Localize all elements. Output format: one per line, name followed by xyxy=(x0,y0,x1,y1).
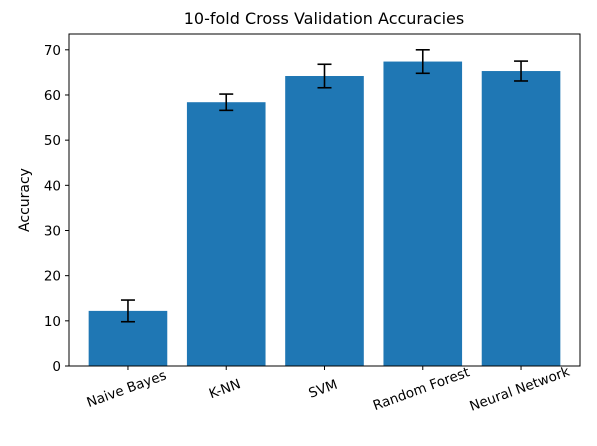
y-tick-label: 60 xyxy=(44,88,61,104)
error-bar xyxy=(120,299,135,323)
bar-random-forest xyxy=(383,61,463,366)
y-tick-label: 50 xyxy=(44,133,61,149)
error-bar xyxy=(514,60,529,82)
y-tick-label: 10 xyxy=(44,314,61,330)
y-axis-label: Accuracy xyxy=(17,168,33,232)
bar-neural-network xyxy=(481,71,561,366)
y-tick-label: 0 xyxy=(52,359,61,375)
error-bar xyxy=(219,93,234,112)
x-tick-label: Neural Network xyxy=(468,364,572,415)
x-tick-label: Random Forest xyxy=(371,364,472,414)
error-bar xyxy=(317,63,332,89)
chart-title: 10-fold Cross Validation Accuracies xyxy=(184,9,464,28)
error-bar xyxy=(415,49,430,75)
x-tick-label: K-NN xyxy=(207,376,243,402)
x-tick-label: Naive Bayes xyxy=(85,367,169,411)
bar-svm xyxy=(285,76,364,366)
y-tick-label: 40 xyxy=(44,178,61,194)
bar-k-nn xyxy=(186,102,266,367)
y-tick-label: 70 xyxy=(44,43,61,59)
x-tick-label: SVM xyxy=(307,377,340,402)
y-tick-label: 30 xyxy=(44,223,61,239)
y-tick-label: 20 xyxy=(44,269,61,285)
